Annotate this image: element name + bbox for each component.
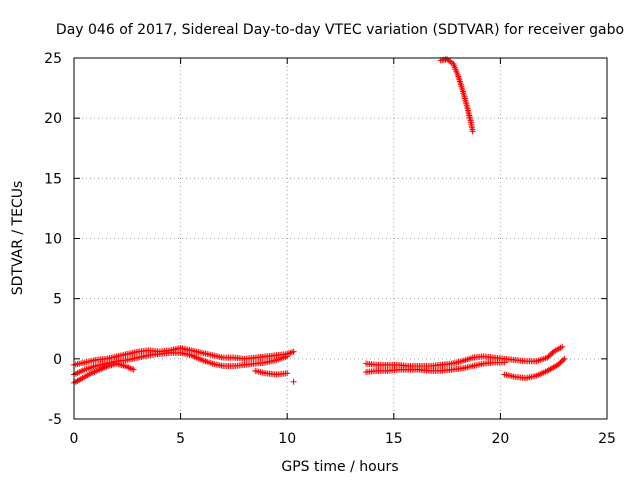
plot-frame xyxy=(73,57,608,420)
x-tick-label: 25 xyxy=(598,431,616,447)
data-point xyxy=(469,128,476,135)
y-tick-label: 10 xyxy=(44,232,62,248)
data-point xyxy=(559,343,566,350)
y-tick-label: 25 xyxy=(44,51,62,67)
data-point xyxy=(501,359,508,366)
data-points xyxy=(71,56,568,386)
data-point xyxy=(560,357,567,364)
y-tick-label: 15 xyxy=(44,171,62,187)
y-tick-label: -5 xyxy=(48,412,62,428)
chart-title: Day 046 of 2017, Sidereal Day-to-day VTE… xyxy=(56,22,624,38)
data-point xyxy=(561,355,568,362)
data-point xyxy=(290,378,297,385)
tick-layer: 0 5 10 15 20 25 -5 0 5 10 15 20 25 xyxy=(44,51,616,447)
x-axis-label: GPS time / hours xyxy=(281,459,398,475)
y-tick-label: 5 xyxy=(53,292,62,308)
x-tick-label: 15 xyxy=(385,431,403,447)
data-point xyxy=(130,366,137,373)
x-tick-label: 10 xyxy=(278,431,296,447)
y-tick-label: 0 xyxy=(53,352,62,368)
data-point xyxy=(290,348,297,355)
y-tick-label: 20 xyxy=(44,111,62,127)
data-point xyxy=(284,353,291,360)
grid-layer xyxy=(74,58,607,419)
x-tick-label: 0 xyxy=(70,431,79,447)
data-point xyxy=(284,370,291,377)
x-tick-label: 5 xyxy=(176,431,185,447)
x-tick-label: 20 xyxy=(491,431,509,447)
y-axis-label: SDTVAR / TECUs xyxy=(10,181,26,296)
